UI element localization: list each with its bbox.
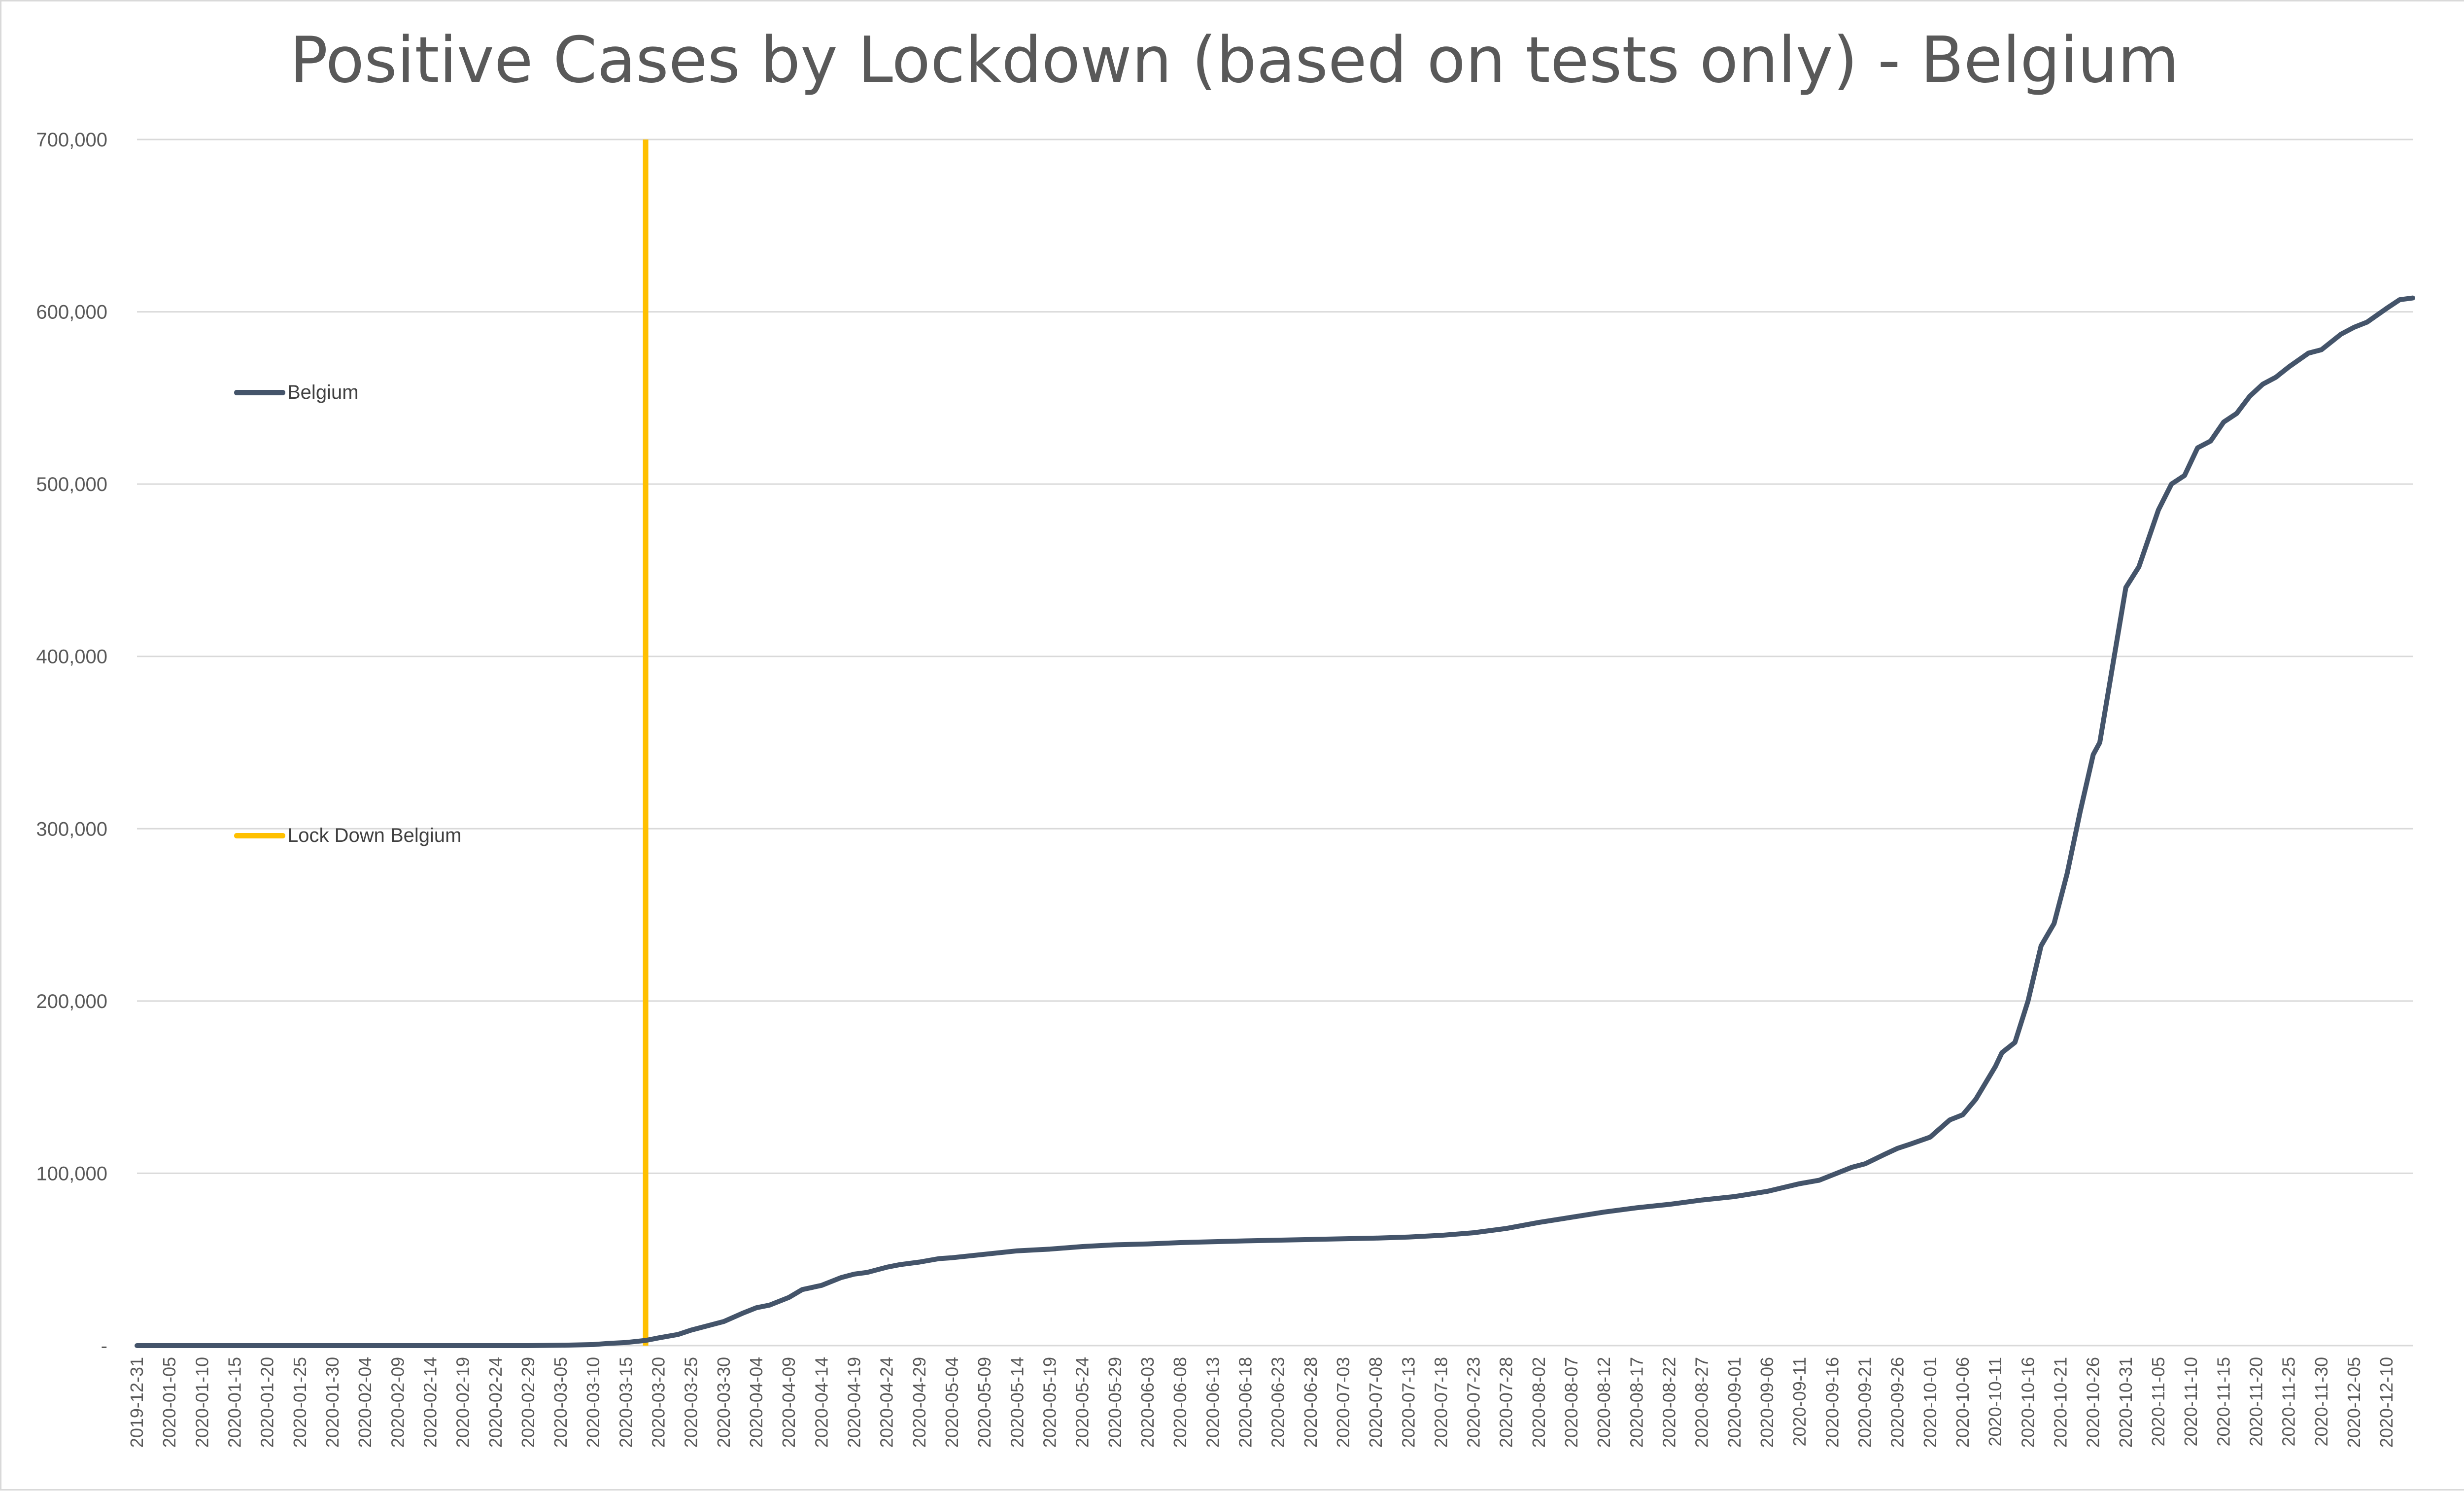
x-tick-label: 2020-08-17 (1626, 1357, 1646, 1448)
y-tick-label: 200,000 (36, 991, 107, 1012)
x-tick-label: 2020-01-05 (159, 1357, 179, 1448)
x-tick-label: 2020-11-15 (2213, 1357, 2233, 1446)
x-tick-label: 2020-07-18 (1431, 1357, 1451, 1448)
x-tick-label: 2020-02-29 (518, 1357, 538, 1448)
x-tick-label: 2020-09-01 (1724, 1357, 1745, 1448)
x-tick-label: 2020-05-04 (942, 1357, 962, 1448)
x-tick-label: 2020-09-26 (1887, 1357, 1908, 1448)
x-tick-label: 2020-06-03 (1137, 1357, 1158, 1448)
legend-swatch-lockdown (234, 833, 285, 838)
y-tick-label: 500,000 (36, 474, 107, 495)
y-tick-label: 700,000 (36, 129, 107, 151)
x-tick-label: 2020-01-20 (257, 1357, 277, 1448)
chart-title: Positive Cases by Lockdown (based on tes… (290, 24, 2179, 97)
x-tick-label: 2020-10-11 (1985, 1357, 2005, 1446)
x-tick-label: 2020-11-05 (2148, 1357, 2168, 1446)
x-tick-label: 2020-02-19 (453, 1357, 473, 1448)
x-tick-label: 2020-02-14 (420, 1357, 440, 1448)
legend-label-belgium: Belgium (287, 382, 359, 403)
x-tick-label: 2020-06-08 (1170, 1357, 1190, 1448)
x-tick-label: 2020-08-27 (1692, 1357, 1712, 1448)
x-tick-label: 2020-10-31 (2116, 1357, 2136, 1448)
x-tick-label: 2020-12-05 (2344, 1357, 2364, 1448)
x-tick-label: 2020-10-21 (2050, 1357, 2070, 1448)
x-tick-label: 2020-05-19 (1039, 1357, 1060, 1448)
y-tick-label: 300,000 (36, 818, 107, 840)
x-tick-label: 2020-03-15 (616, 1357, 636, 1448)
series-line-belgium (135, 295, 2415, 1348)
x-tick-label: 2020-04-24 (877, 1357, 897, 1448)
legend-label-lockdown: Lock Down Belgium (287, 825, 462, 846)
x-tick-label: 2020-06-23 (1268, 1357, 1288, 1448)
y-tick-label: 600,000 (36, 302, 107, 323)
x-tick-label: 2020-09-06 (1757, 1357, 1777, 1448)
x-tick-label: 2020-06-18 (1235, 1357, 1255, 1448)
x-tick-label: 2020-05-24 (1072, 1357, 1093, 1448)
x-tick-label: 2020-04-09 (779, 1357, 799, 1448)
x-tick-label: 2020-04-19 (844, 1357, 864, 1448)
x-tick-label: 2020-02-24 (485, 1357, 506, 1448)
x-tick-label: 2020-07-08 (1366, 1357, 1386, 1448)
x-tick-label: 2020-12-10 (2376, 1357, 2396, 1448)
x-tick-label: 2020-03-20 (649, 1357, 669, 1448)
x-tick-label: 2020-10-01 (1920, 1357, 1940, 1448)
x-tick-label: 2020-03-05 (550, 1357, 571, 1448)
legend-entry-belgium: Belgium (234, 382, 359, 404)
x-tick-label: 2020-03-30 (714, 1357, 734, 1448)
y-tick-label: 100,000 (36, 1163, 107, 1184)
x-tick-label: 2020-09-16 (1822, 1357, 1842, 1448)
x-tick-label: 2020-02-09 (387, 1357, 408, 1448)
x-tick-label: 2020-08-12 (1594, 1357, 1614, 1448)
x-tick-label: 2020-10-06 (1952, 1357, 1973, 1448)
x-tick-label: 2020-01-30 (322, 1357, 342, 1448)
x-tick-label: 2020-07-28 (1496, 1357, 1516, 1448)
x-tick-label: 2020-04-14 (811, 1357, 831, 1448)
x-tick-label: 2020-01-10 (192, 1357, 212, 1448)
x-tick-label: 2020-04-29 (909, 1357, 929, 1448)
x-tick-label: 2020-01-15 (224, 1357, 244, 1448)
x-tick-label: 2020-02-04 (355, 1357, 375, 1448)
x-tick-label: 2020-07-23 (1464, 1357, 1484, 1448)
x-tick-label: 2020-05-29 (1105, 1357, 1125, 1448)
x-tick-label: 2020-03-10 (583, 1357, 603, 1448)
series-lines (135, 139, 2415, 1348)
x-tick-label: 2020-05-09 (974, 1357, 994, 1448)
x-tick-label: 2020-07-13 (1398, 1357, 1418, 1448)
x-tick-label: 2020-01-25 (290, 1357, 310, 1448)
x-tick-label: 2020-07-03 (1333, 1357, 1353, 1448)
x-tick-label: 2019-12-31 (127, 1357, 147, 1448)
legend-entry-lockdown: Lock Down Belgium (234, 825, 462, 847)
x-tick-label: 2020-10-26 (2083, 1357, 2103, 1448)
gridlines (137, 139, 2413, 1347)
x-tick-label: 2020-08-22 (1659, 1357, 1679, 1448)
x-tick-label: 2020-08-07 (1561, 1357, 1581, 1448)
x-tick-label: 2020-03-25 (681, 1357, 701, 1448)
x-tick-label: 2020-06-28 (1300, 1357, 1321, 1448)
x-tick-label: 2020-05-14 (1007, 1357, 1027, 1448)
y-axis-ticks: - 100,000 200,000 300,000 400,000 500,000 600,… (36, 129, 107, 1357)
y-tick-label: - (101, 1335, 107, 1357)
x-tick-label: 2020-09-11 (1789, 1357, 1810, 1446)
x-tick-label: 2020-11-20 (2246, 1357, 2266, 1446)
x-tick-label: 2020-11-10 (2181, 1357, 2201, 1446)
x-tick-label: 2020-11-30 (2311, 1357, 2331, 1446)
x-tick-label: 2020-11-25 (2279, 1357, 2299, 1446)
x-axis-ticks: 2019-12-31 2020-01-05 2020-01-10 2020-01-15… (127, 1357, 2396, 1448)
y-tick-label: 400,000 (36, 646, 107, 668)
x-tick-label: 2020-06-13 (1202, 1357, 1223, 1448)
x-tick-label: 2020-09-21 (1855, 1357, 1875, 1448)
legend-swatch-belgium (234, 390, 285, 395)
x-tick-label: 2020-10-16 (2018, 1357, 2038, 1448)
x-tick-label: 2020-08-02 (1529, 1357, 1549, 1448)
x-tick-label: 2020-04-04 (746, 1357, 766, 1448)
